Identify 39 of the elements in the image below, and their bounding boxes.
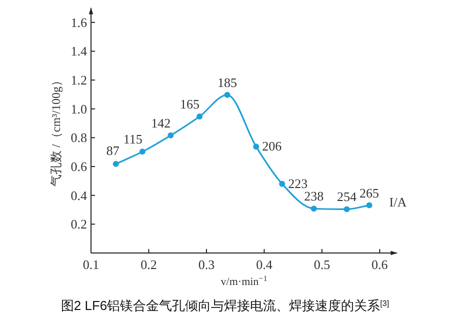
point xyxy=(344,206,350,212)
x-tick-label: 0.1 xyxy=(82,257,100,272)
annotation: 142 xyxy=(151,115,171,130)
annotation: 115 xyxy=(123,132,142,147)
x-axis-title: v/m·min$^{−1}$ xyxy=(220,274,268,288)
y-tick-label: 0.6 xyxy=(70,159,88,174)
annotation: 254 xyxy=(337,189,358,204)
x-tick-label: 0.6 xyxy=(372,257,388,272)
point xyxy=(112,160,119,167)
y-tick-label: 1.0 xyxy=(70,101,87,116)
y-tick-label: 1.6 xyxy=(70,14,88,30)
y-tick-label: 0.4 xyxy=(70,188,88,203)
y-tick-label: 1.2 xyxy=(70,72,87,88)
point xyxy=(168,132,174,138)
y-tick-label: 1.4 xyxy=(70,44,88,59)
annotation: 265 xyxy=(360,185,380,200)
annotation: 165 xyxy=(180,96,200,112)
annotation: 223 xyxy=(288,176,308,191)
x-tick-label: 0.2 xyxy=(140,257,157,272)
x-tick-label: 0.5 xyxy=(314,257,330,272)
annotation: 206 xyxy=(262,138,282,154)
point xyxy=(253,144,260,150)
point xyxy=(224,92,230,98)
point xyxy=(279,180,286,187)
plot: 0.1 0.2 0.3 0.4 0.5 0.6 0.2 0.4 0.6 0.8 1.0 1.2 1.4 1.6 87 115 142 165 185 206 223 238 254 265 I/A xyxy=(70,7,407,272)
x-tick-label: 0.3 xyxy=(198,257,215,272)
point xyxy=(139,148,146,155)
x-tick-label: 0.4 xyxy=(256,257,273,272)
y-tick-label: 0.2 xyxy=(70,216,87,232)
text: 图2 LF6铝镁合金气孔倾向与焊接电流、焊接速度的关系$^{[3]}$ xyxy=(60,298,390,313)
point xyxy=(310,206,317,212)
annotation: I/A xyxy=(389,194,408,210)
point xyxy=(196,114,203,120)
y-tick-label: 0.8 xyxy=(70,130,87,146)
point xyxy=(366,202,372,208)
annotation: 238 xyxy=(304,188,324,204)
annotation: 185 xyxy=(218,74,238,90)
y-axis-title: 气孔数 /（cm³/100g） xyxy=(49,74,63,186)
annotation: 87 xyxy=(106,142,120,158)
